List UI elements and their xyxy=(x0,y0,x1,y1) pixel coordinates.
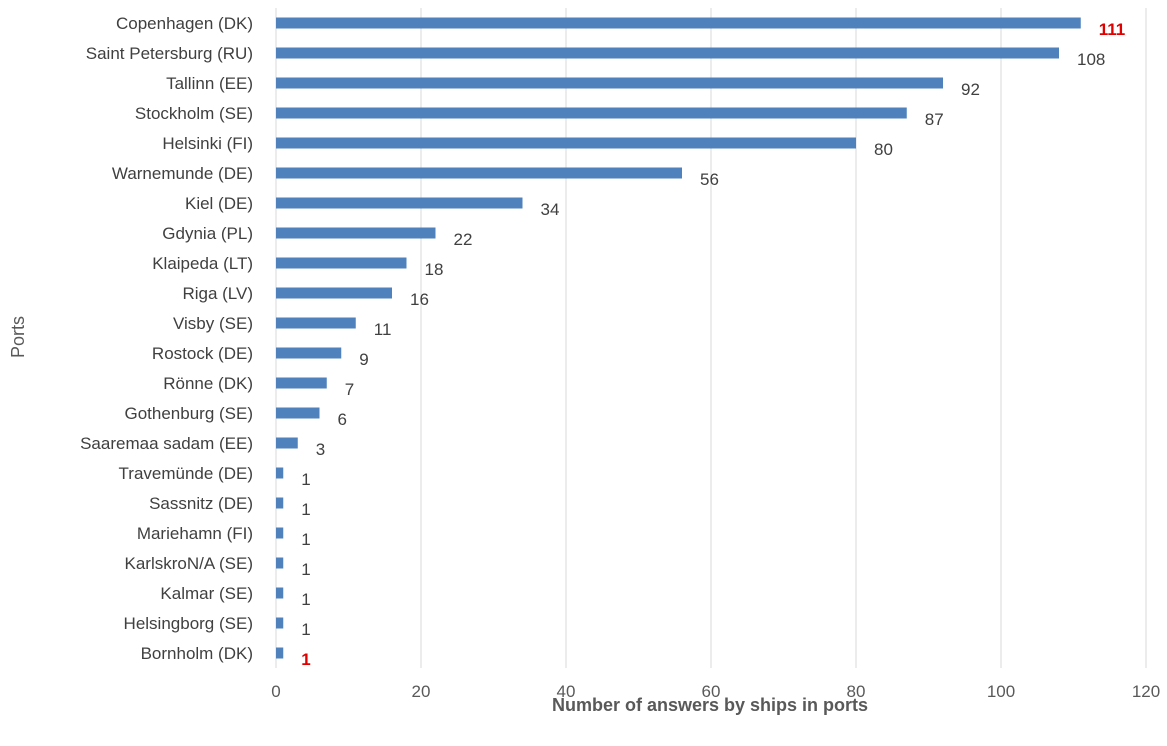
data-label: 92 xyxy=(961,80,980,99)
category-label: KarlskroN/A (SE) xyxy=(125,554,253,573)
category-label: Gothenburg (SE) xyxy=(124,404,253,423)
data-label: 1 xyxy=(301,470,310,489)
data-label: 18 xyxy=(425,260,444,279)
bar xyxy=(276,317,356,329)
bar xyxy=(276,17,1081,29)
bar xyxy=(276,557,284,569)
category-label: Riga (LV) xyxy=(182,284,253,303)
data-label: 11 xyxy=(374,320,392,339)
category-label: Travemünde (DE) xyxy=(119,464,253,483)
data-label: 1 xyxy=(301,530,310,549)
bar xyxy=(276,527,284,539)
bar xyxy=(276,257,407,269)
bar xyxy=(276,287,392,299)
x-tick-label: 80 xyxy=(847,682,866,701)
data-label: 87 xyxy=(925,110,944,129)
x-axis-title: Number of answers by ships in ports xyxy=(552,695,868,715)
bar xyxy=(276,347,342,359)
data-label: 6 xyxy=(338,410,347,429)
bar xyxy=(276,137,856,149)
bars xyxy=(276,17,1081,659)
bar xyxy=(276,437,298,449)
category-label: Visby (SE) xyxy=(173,314,253,333)
data-label: 3 xyxy=(316,440,325,459)
bar xyxy=(276,497,284,509)
category-label: Bornholm (DK) xyxy=(141,644,253,663)
category-label: Stockholm (SE) xyxy=(135,104,253,123)
data-label: 56 xyxy=(700,170,719,189)
category-label: Warnemunde (DE) xyxy=(112,164,253,183)
x-tick-label: 0 xyxy=(271,682,280,701)
category-label: Copenhagen (DK) xyxy=(116,14,253,33)
category-label: Tallinn (EE) xyxy=(166,74,253,93)
category-label: Saaremaa sadam (EE) xyxy=(80,434,253,453)
category-labels: Copenhagen (DK) Saint Petersburg (RU) Tall… xyxy=(80,14,253,663)
data-label: 22 xyxy=(454,230,473,249)
x-tick-label: 60 xyxy=(702,682,721,701)
bar xyxy=(276,167,682,179)
data-label: 9 xyxy=(359,350,368,369)
gridlines xyxy=(275,8,1147,668)
bar xyxy=(276,77,943,89)
category-label: Kalmar (SE) xyxy=(160,584,253,603)
data-label: 108 xyxy=(1077,50,1105,69)
category-label: Mariehamn (FI) xyxy=(137,524,253,543)
bar xyxy=(276,617,284,629)
x-tick-labels: 0 20 40 60 80 100 120 xyxy=(271,682,1160,701)
data-label: 7 xyxy=(345,380,354,399)
bar xyxy=(276,467,284,479)
bar xyxy=(276,587,284,599)
x-tick-label: 20 xyxy=(412,682,431,701)
category-label: Saint Petersburg (RU) xyxy=(86,44,253,63)
x-tick-label: 100 xyxy=(987,682,1015,701)
bar xyxy=(276,407,320,419)
bar xyxy=(276,47,1059,59)
data-label: 34 xyxy=(541,200,560,219)
data-label: 16 xyxy=(410,290,429,309)
category-label: Helsingborg (SE) xyxy=(124,614,253,633)
bar xyxy=(276,197,523,209)
category-label: Kiel (DE) xyxy=(185,194,253,213)
data-label: 1 xyxy=(301,650,310,669)
y-axis-title: Ports xyxy=(8,316,28,358)
bar xyxy=(276,647,284,659)
category-label: Helsinki (FI) xyxy=(162,134,253,153)
x-tick-label: 40 xyxy=(557,682,576,701)
data-label: 80 xyxy=(874,140,893,159)
x-tick-label: 120 xyxy=(1132,682,1160,701)
data-label: 1 xyxy=(301,500,310,519)
data-label: 111 xyxy=(1099,20,1126,39)
category-label: Sassnitz (DE) xyxy=(149,494,253,513)
data-label: 1 xyxy=(301,560,310,579)
category-label: Rostock (DE) xyxy=(152,344,253,363)
data-label: 1 xyxy=(301,590,310,609)
bar xyxy=(276,377,327,389)
bar xyxy=(276,227,436,239)
bar xyxy=(276,107,907,119)
data-label: 1 xyxy=(301,620,310,639)
category-label: Gdynia (PL) xyxy=(162,224,253,243)
category-label: Klaipeda (LT) xyxy=(152,254,253,273)
category-label: Rönne (DK) xyxy=(163,374,253,393)
